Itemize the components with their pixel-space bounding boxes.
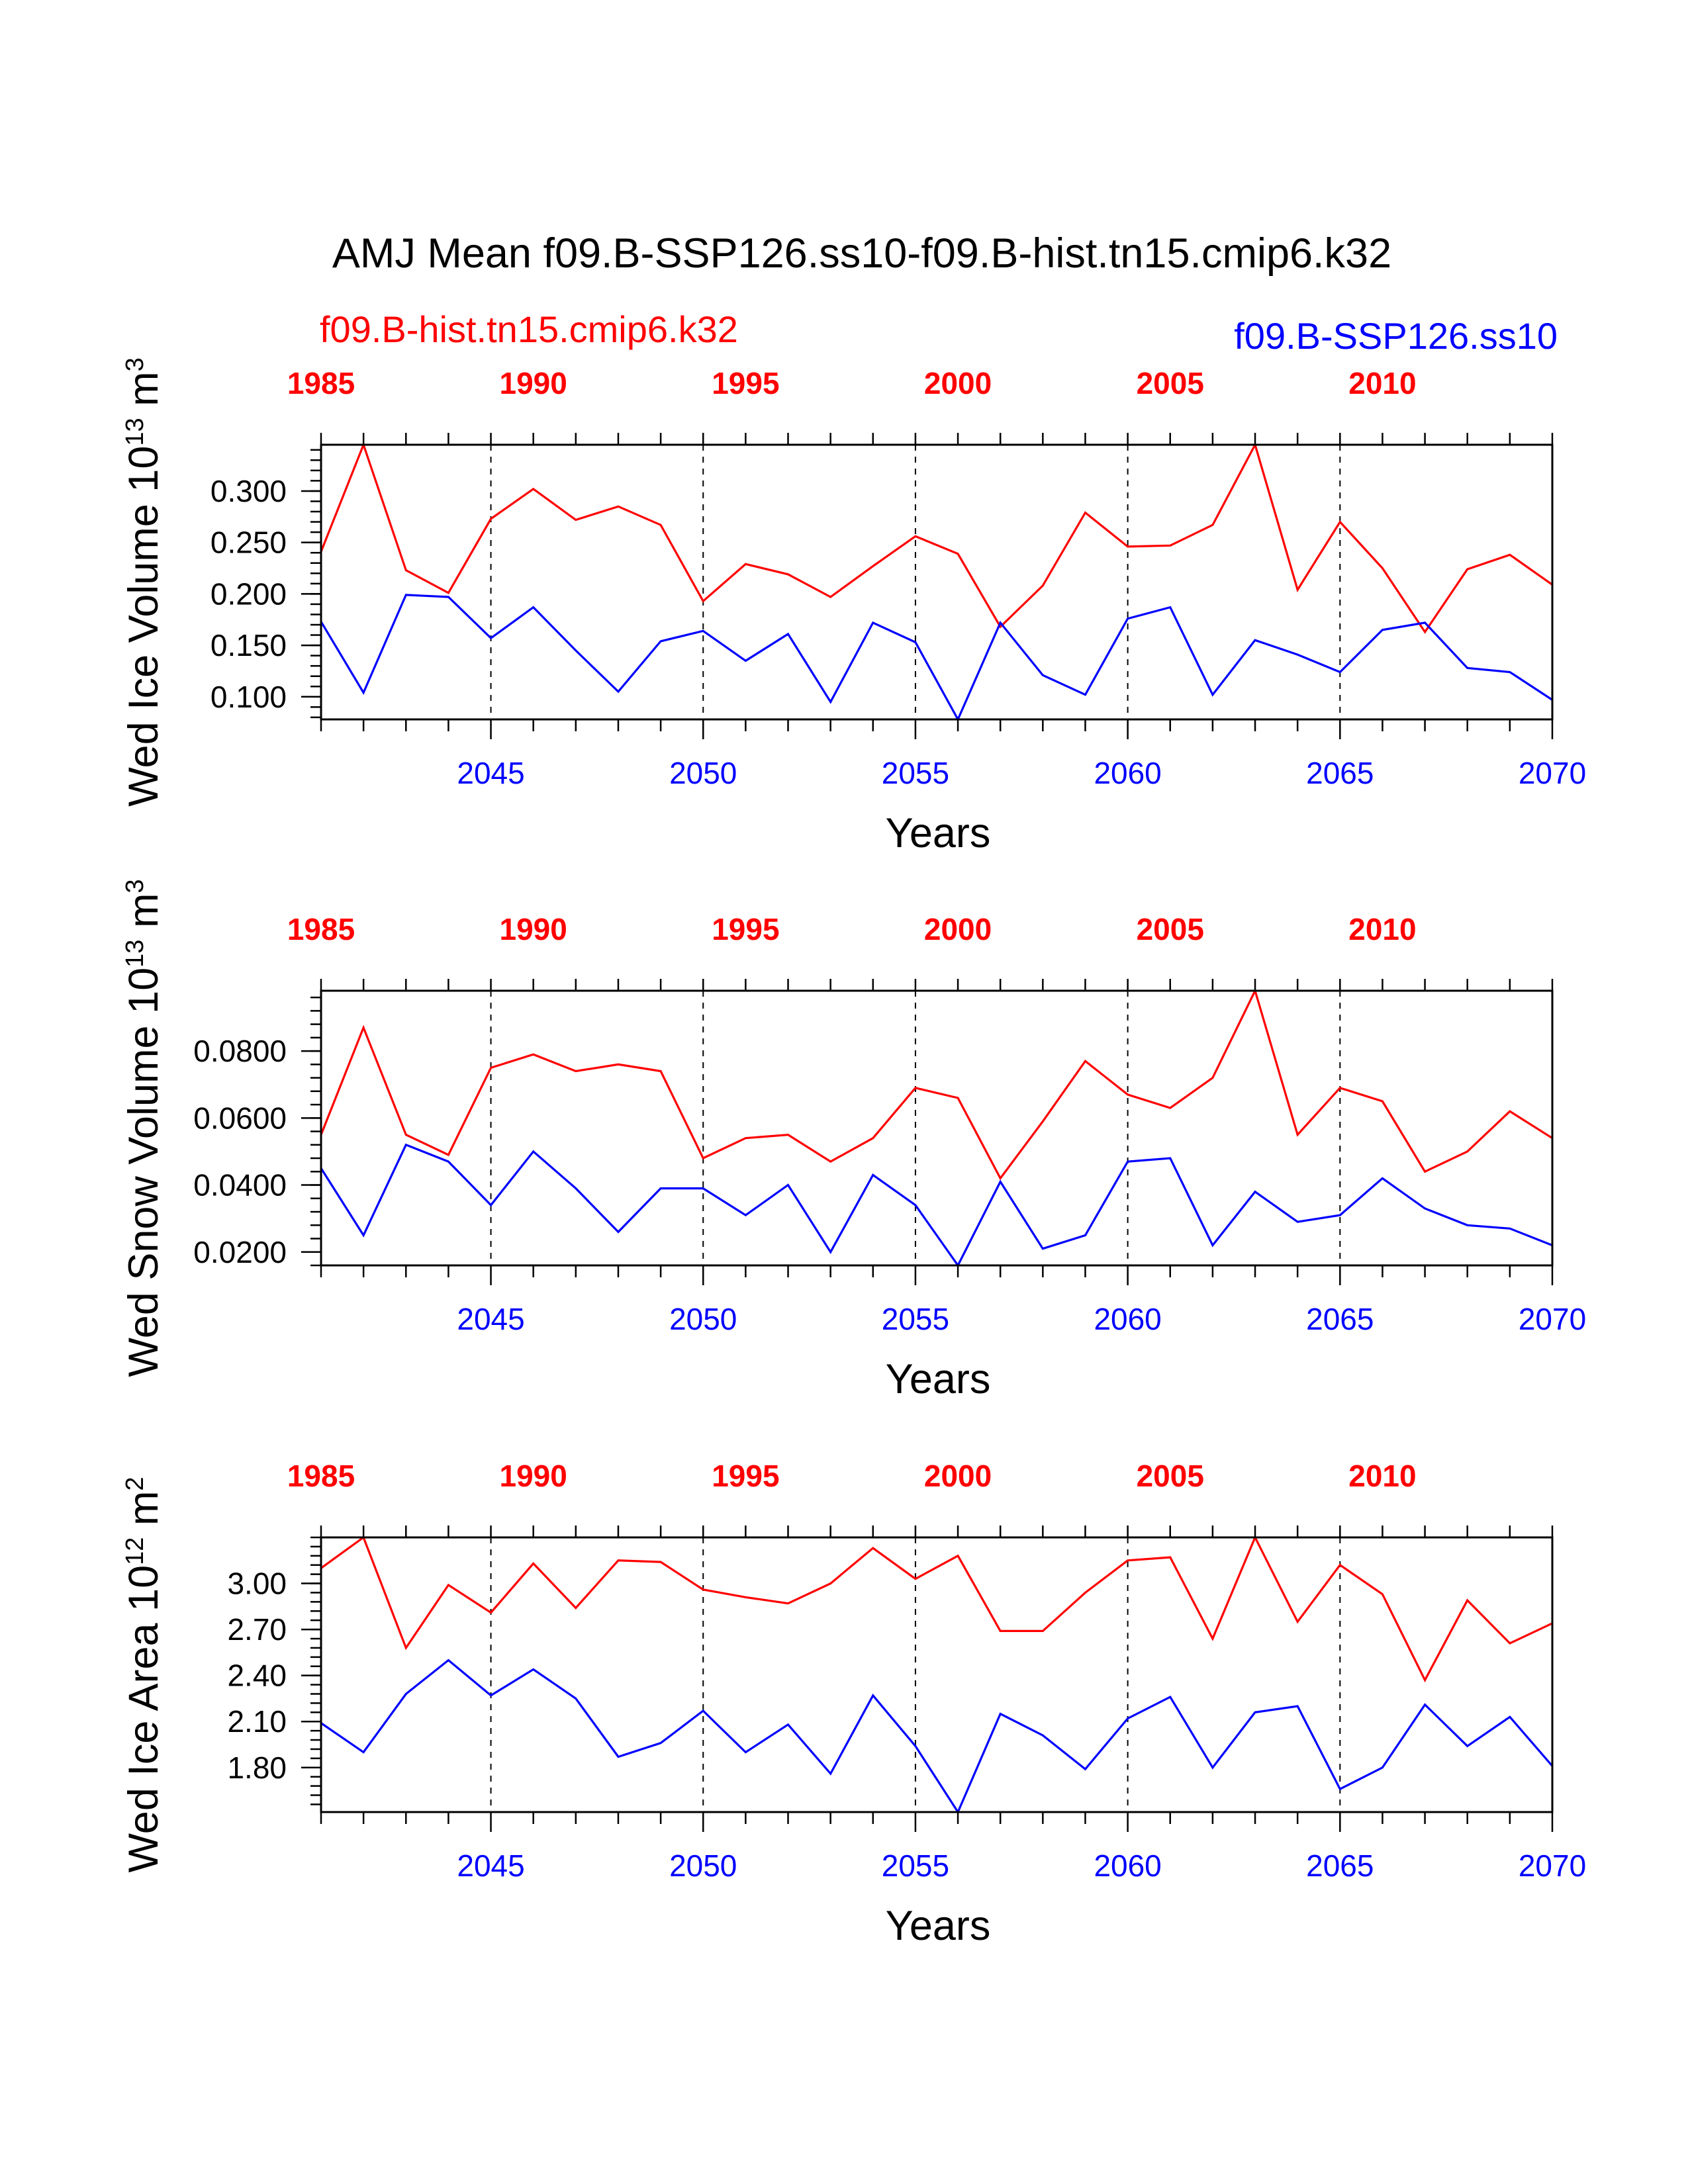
y-tick-label: 0.100 <box>211 680 287 714</box>
x-tick-label-bottom: 2070 <box>1519 1848 1586 1883</box>
y-tick-label: 0.0600 <box>193 1101 287 1135</box>
series-line-ssp <box>320 594 1553 722</box>
x-tick-label-top: 1995 <box>712 366 779 400</box>
x-tick-label-top: 2005 <box>1137 366 1204 400</box>
x-tick-label-top: 2000 <box>924 1459 992 1493</box>
x-tick-label-bottom: 2055 <box>882 1848 949 1883</box>
series-line-hist <box>320 1535 1553 1683</box>
x-tick-label-bottom: 2045 <box>457 756 524 790</box>
x-tick-label-bottom: 2050 <box>669 1848 737 1883</box>
x-tick-label-bottom: 2070 <box>1519 1302 1586 1336</box>
x-tick-label-top: 1990 <box>500 912 567 946</box>
y-tick-label: 0.200 <box>211 576 287 611</box>
panel-2: 2045 2050 2055 2060 2065 2070 1985 1990 1995 2000… <box>120 879 1586 1402</box>
x-tick-label-top: 2010 <box>1348 1459 1416 1493</box>
y-tick-label: 0.250 <box>211 525 287 560</box>
x-tick-label-top: 1985 <box>287 366 355 400</box>
x-tick-label-bottom: 2065 <box>1306 756 1374 790</box>
series-line-ssp <box>320 1659 1554 1815</box>
panel-3: 2045 2050 2055 2060 2065 2070 1985 1990 1995 2000… <box>120 1459 1586 1949</box>
series-line-hist <box>320 441 1553 634</box>
legend-hist-label: f09.B-hist.tn15.cmip6.k32 <box>320 308 738 350</box>
x-tick-label-bottom: 2055 <box>882 1302 949 1336</box>
x-tick-label-top: 2010 <box>1348 366 1416 400</box>
x-tick-label-top: 1995 <box>712 912 779 946</box>
x-axis-title: Years <box>886 1356 991 1402</box>
x-tick-label-top: 2005 <box>1137 1459 1204 1493</box>
x-tick-label-top: 1985 <box>287 912 355 946</box>
x-tick-label-bottom: 2060 <box>1094 1848 1161 1883</box>
panel-1: 2045 2050 2055 2060 2065 2070 1985 1990 1995 2000… <box>120 357 1586 856</box>
x-tick-label-top: 2010 <box>1348 912 1416 946</box>
plot-frame <box>320 443 1554 721</box>
figure-title: AMJ Mean f09.B-SSP126.ss10-f09.B-hist.tn… <box>332 230 1391 277</box>
plot-frame <box>320 1536 1554 1813</box>
y-tick-label: 0.0800 <box>193 1034 287 1068</box>
x-tick-label-bottom: 2045 <box>457 1302 524 1336</box>
y-tick-label: 0.0400 <box>193 1168 287 1203</box>
legend-ssp-label: f09.B-SSP126.ss10 <box>1234 315 1558 357</box>
y-tick-label: 0.150 <box>211 628 287 662</box>
y-axis-title: Wed Ice Volume 1013 m3 <box>120 357 167 807</box>
x-tick-label-bottom: 2065 <box>1306 1302 1374 1336</box>
x-tick-label-top: 1995 <box>712 1459 779 1493</box>
y-axis-title: Wed Ice Area 1012 m2 <box>120 1477 167 1872</box>
x-tick-label-bottom: 2060 <box>1094 756 1161 790</box>
y-tick-label: 2.10 <box>227 1704 287 1739</box>
x-tick-label-bottom: 2050 <box>669 1302 737 1336</box>
x-tick-label-top: 2000 <box>924 912 992 946</box>
panels: 2045 2050 2055 2060 2065 2070 1985 1990 1995 2000… <box>120 357 1586 1949</box>
plot-frame <box>320 989 1554 1267</box>
x-tick-label-bottom: 2050 <box>669 756 737 790</box>
y-axis-title: Wed Snow Volume 1013 m3 <box>120 879 167 1377</box>
x-tick-label-top: 1990 <box>500 1459 567 1493</box>
y-tick-label: 2.70 <box>227 1612 287 1647</box>
x-tick-label-bottom: 2060 <box>1094 1302 1161 1336</box>
x-tick-label-bottom: 2070 <box>1519 756 1586 790</box>
x-tick-label-top: 2000 <box>924 366 992 400</box>
x-tick-label-bottom: 2065 <box>1306 1848 1374 1883</box>
x-tick-label-top: 1990 <box>500 366 567 400</box>
x-tick-label-top: 1985 <box>287 1459 355 1493</box>
x-axis-title: Years <box>886 1903 991 1949</box>
x-tick-label-bottom: 2045 <box>457 1848 524 1883</box>
y-tick-label: 3.00 <box>227 1567 287 1601</box>
y-tick-label: 2.40 <box>227 1659 287 1693</box>
x-tick-label-bottom: 2055 <box>882 756 949 790</box>
series-line-hist <box>320 987 1553 1181</box>
y-tick-label: 0.0200 <box>193 1235 287 1269</box>
y-tick-label: 0.300 <box>211 474 287 508</box>
series-line-ssp <box>320 1143 1553 1268</box>
x-axis-title: Years <box>886 810 991 856</box>
x-tick-label-top: 2005 <box>1137 912 1204 946</box>
y-tick-label: 1.80 <box>227 1751 287 1785</box>
